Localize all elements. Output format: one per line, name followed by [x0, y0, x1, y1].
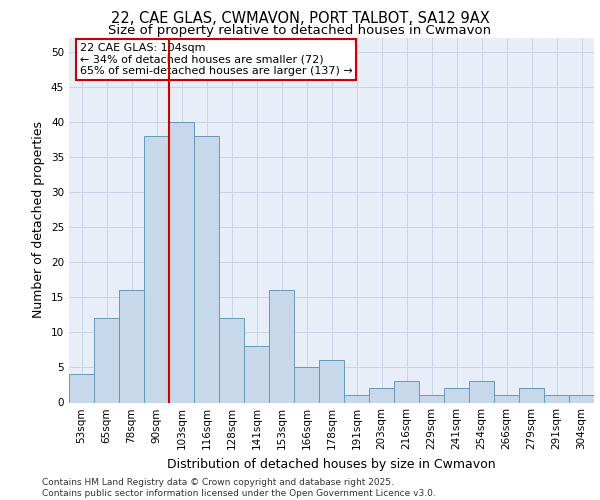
- Bar: [244, 346, 269, 403]
- X-axis label: Distribution of detached houses by size in Cwmavon: Distribution of detached houses by size …: [167, 458, 496, 471]
- Bar: [269, 290, 294, 403]
- Bar: [519, 388, 544, 402]
- Bar: [419, 396, 444, 402]
- Bar: [219, 318, 244, 402]
- Bar: [119, 290, 144, 403]
- Bar: [144, 136, 169, 402]
- Bar: [394, 382, 419, 402]
- Bar: [494, 396, 519, 402]
- Bar: [294, 368, 319, 402]
- Bar: [194, 136, 219, 402]
- Text: Size of property relative to detached houses in Cwmavon: Size of property relative to detached ho…: [109, 24, 491, 37]
- Text: Contains HM Land Registry data © Crown copyright and database right 2025.
Contai: Contains HM Land Registry data © Crown c…: [42, 478, 436, 498]
- Text: 22, CAE GLAS, CWMAVON, PORT TALBOT, SA12 9AX: 22, CAE GLAS, CWMAVON, PORT TALBOT, SA12…: [110, 11, 490, 26]
- Bar: [469, 382, 494, 402]
- Bar: [569, 396, 594, 402]
- Bar: [444, 388, 469, 402]
- Bar: [369, 388, 394, 402]
- Text: 22 CAE GLAS: 104sqm
← 34% of detached houses are smaller (72)
65% of semi-detach: 22 CAE GLAS: 104sqm ← 34% of detached ho…: [79, 43, 352, 76]
- Bar: [344, 396, 369, 402]
- Y-axis label: Number of detached properties: Number of detached properties: [32, 122, 46, 318]
- Bar: [69, 374, 94, 402]
- Bar: [544, 396, 569, 402]
- Bar: [319, 360, 344, 403]
- Bar: [169, 122, 194, 402]
- Bar: [94, 318, 119, 402]
